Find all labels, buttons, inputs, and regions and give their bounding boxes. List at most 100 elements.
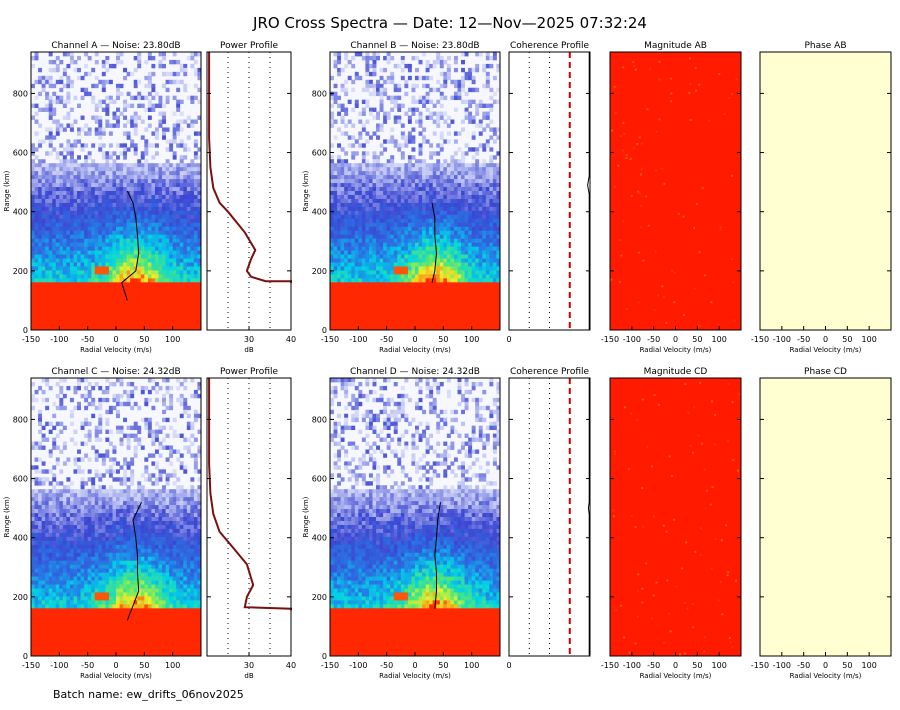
spectra-cell: [162, 226, 166, 232]
spectra-cell: [471, 250, 476, 255]
spectra-cell: [91, 314, 96, 319]
spectra-cell: [123, 246, 128, 251]
spectra-cell: [386, 111, 391, 116]
spectra-cell: [351, 274, 356, 279]
spectra-cell: [55, 198, 60, 204]
spectra-cell: [154, 266, 159, 271]
spectra-cell: [330, 230, 334, 236]
spectra-cell: [475, 175, 480, 180]
spectra-cell: [179, 63, 184, 69]
spectra-cell: [91, 294, 96, 299]
spectra-cell: [415, 266, 419, 271]
spectra-cell: [176, 250, 181, 255]
spectra-cell: [133, 250, 138, 255]
spectra-cell: [354, 270, 359, 275]
spectra-cell: [422, 159, 427, 164]
spectra-cell: [393, 194, 398, 200]
spectra-cell: [478, 262, 483, 267]
spectra-cell: [55, 298, 60, 303]
spectra-cell: [108, 218, 113, 224]
spectra-cell: [365, 318, 370, 323]
spectra-cell: [87, 218, 92, 224]
spectra-cell: [197, 87, 201, 93]
spectra-cell: [436, 55, 441, 61]
spectra-cell: [158, 95, 163, 101]
spectra-cell: [468, 167, 473, 172]
spectra-cell: [176, 222, 181, 228]
spectra-cell: [361, 107, 366, 112]
spectra-cell: [101, 258, 106, 263]
spectra-cell: [144, 270, 149, 275]
spectra-cell: [432, 250, 437, 255]
spectra-cell: [340, 270, 345, 275]
spectra-cell: [436, 294, 441, 299]
spectra-cell: [162, 210, 166, 216]
spectra-cell: [52, 218, 57, 224]
spectra-cell: [415, 230, 419, 236]
spectra-cell: [404, 270, 409, 275]
spectra-cell: [468, 183, 473, 188]
spectra-cell: [108, 250, 113, 255]
spectra-cell: [393, 183, 398, 188]
spectra-cell: [407, 274, 412, 279]
spectra-cell: [390, 159, 395, 164]
spectra-cell: [66, 143, 71, 148]
spectra-cell: [172, 278, 177, 283]
spectra-cell: [436, 159, 441, 164]
spectra-cell: [432, 290, 437, 295]
spectra-cell: [176, 270, 181, 275]
spectra-cell: [390, 294, 395, 299]
spectra-cell: [183, 171, 188, 176]
spectra-cell: [105, 278, 110, 283]
spectra-cell: [351, 55, 356, 61]
spectra-cell: [372, 262, 377, 267]
spectra-cell: [471, 206, 476, 212]
spectra-cell: [464, 218, 469, 224]
spectra-cell: [52, 294, 57, 299]
spectra-cell: [45, 278, 50, 283]
spectra-cell: [84, 294, 89, 299]
spectra-cell: [38, 67, 43, 73]
spectra-cell: [411, 171, 416, 176]
spectra-cell: [45, 262, 50, 267]
spectra-cell: [404, 290, 409, 295]
spectra-cell: [489, 171, 494, 176]
spectra-cell: [347, 59, 352, 65]
spectra-cell: [418, 230, 423, 236]
spectra-cell: [436, 274, 441, 279]
spectra-cell: [379, 202, 384, 208]
spectra-cell: [140, 175, 145, 180]
spectra-cell: [422, 187, 427, 192]
spectra-cell: [162, 234, 166, 240]
spectra-cell: [105, 210, 110, 216]
spectra-cell: [116, 278, 120, 283]
spectra-cell: [496, 99, 500, 105]
spectra-cell: [98, 206, 103, 212]
spectra-cell: [453, 242, 458, 247]
spectra-cell: [446, 290, 451, 295]
spectra-cell: [165, 322, 170, 327]
spectra-cell: [379, 167, 384, 172]
spectra-cell: [450, 218, 455, 224]
spectra-cell: [468, 226, 473, 232]
spectra-cell: [379, 95, 384, 101]
spectra-cell: [179, 302, 184, 307]
spectra-cell: [432, 310, 437, 315]
spectra-cell: [116, 258, 120, 263]
spectra-cell: [422, 270, 427, 275]
spectra-cell: [379, 266, 384, 271]
spectra-cell: [457, 194, 462, 200]
spectra-cell: [397, 226, 402, 232]
spectra-cell: [87, 262, 92, 267]
spectra-cell: [84, 310, 89, 315]
spectra-cell: [80, 163, 85, 168]
spectra-cell: [492, 238, 497, 244]
spectra-cell: [393, 99, 398, 105]
spectra-cell: [400, 187, 405, 192]
spectra-cell: [492, 198, 497, 204]
spectra-cell: [358, 171, 363, 176]
spectra-cell: [84, 218, 89, 224]
spectra-cell: [69, 246, 74, 251]
spectra-cell: [344, 151, 349, 156]
spectra-cell: [436, 286, 441, 291]
